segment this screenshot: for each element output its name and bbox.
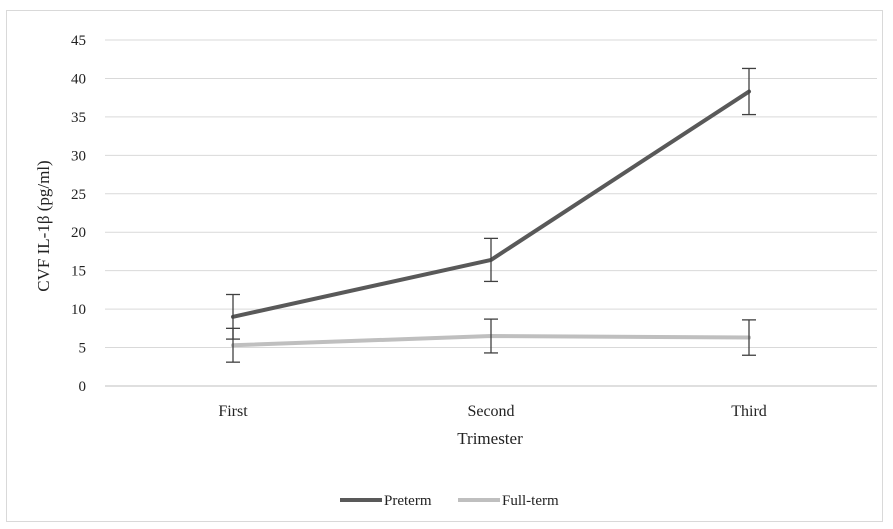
x-tick-label: Third (731, 403, 767, 420)
y-tick-label: 40 (71, 71, 86, 87)
y-tick-label: 0 (79, 379, 87, 395)
x-tick-labels: First Second Third (218, 403, 766, 420)
y-tick-label: 10 (71, 302, 86, 318)
gridlines (105, 39, 877, 387)
y-tick-label: 15 (71, 264, 86, 280)
series-lines (231, 89, 751, 348)
legend: Preterm Full-term (340, 493, 559, 509)
series-line-0 (231, 89, 751, 319)
y-axis-title: CVF IL-1β (pg/ml) (34, 160, 53, 291)
x-axis-title: Trimester (457, 429, 523, 448)
y-tick-label: 45 (71, 33, 86, 49)
y-tick-label: 30 (71, 148, 86, 164)
error-bars (226, 67, 756, 363)
x-tick-label: First (218, 403, 248, 420)
legend-label-0: Preterm (384, 493, 432, 509)
x-tick-label: Second (467, 403, 514, 420)
y-tick-label: 35 (71, 110, 86, 126)
y-tick-label: 20 (71, 225, 86, 241)
y-tick-label: 25 (71, 187, 86, 203)
y-tick-labels: 0 5 10 15 20 25 30 35 40 45 (71, 33, 86, 395)
y-tick-label: 5 (79, 341, 87, 357)
legend-label-1: Full-term (502, 493, 559, 509)
chart-frame (6, 10, 883, 522)
